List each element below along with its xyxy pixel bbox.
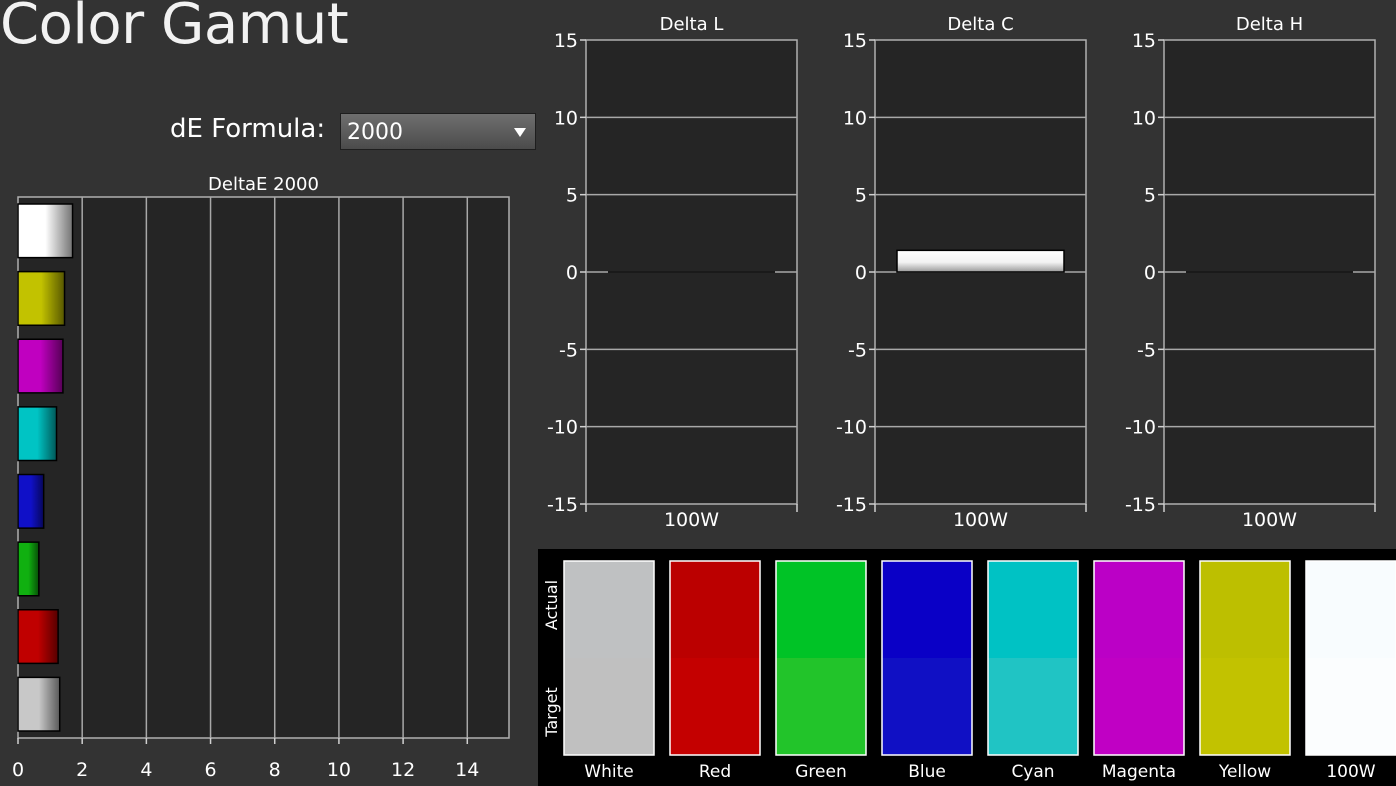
y-tick-label: 10	[554, 107, 578, 129]
swatch-target-red	[670, 658, 760, 755]
swatch-frame	[1305, 560, 1396, 756]
x-tick-label: 10	[327, 759, 351, 781]
y-tick-label: 10	[1132, 107, 1156, 129]
swatch-target-white	[564, 658, 654, 755]
y-tick-label: 0	[566, 262, 578, 284]
deltae-bar-100w	[17, 203, 74, 259]
swatch-label-red: Red	[699, 762, 731, 782]
swatch-actual-cyan	[988, 561, 1078, 658]
delta-c-bar	[896, 249, 1065, 273]
swatch-frame	[987, 560, 1079, 756]
deltae-bar-green	[17, 541, 40, 597]
swatch-target-yellow	[1200, 658, 1290, 755]
y-tick-label: 15	[1132, 30, 1156, 52]
swatch-label-cyan: Cyan	[1011, 762, 1054, 782]
swatch-target-cyan	[988, 658, 1078, 755]
x-category-label: 100W	[1242, 509, 1297, 531]
deltae-bar-blue	[17, 473, 45, 529]
deltae-bar-yellow	[17, 270, 66, 326]
actual-label: Actual	[542, 580, 561, 630]
y-tick-label: 0	[1144, 262, 1156, 284]
y-tick-label: -10	[547, 417, 578, 439]
y-tick-label: 10	[843, 107, 867, 129]
x-tick-label: 4	[140, 759, 152, 781]
x-category-label: 100W	[664, 509, 719, 531]
x-tick-label: 8	[269, 759, 281, 781]
swatch-frame	[563, 560, 655, 756]
swatch-actual-yellow	[1200, 561, 1290, 658]
y-tick-label: 5	[566, 185, 578, 207]
swatch-label-white: White	[584, 762, 633, 782]
swatch-actual-white	[564, 561, 654, 658]
page-title: Color Gamut	[0, 0, 349, 57]
y-tick-label: -10	[836, 417, 867, 439]
y-tick-label: -15	[836, 494, 867, 516]
y-tick-label: -15	[1125, 494, 1156, 516]
swatch-actual-100w	[1306, 561, 1396, 658]
plot-area	[17, 196, 510, 739]
chart-title: DeltaE 2000	[208, 174, 319, 195]
swatch-label-100w: 100W	[1326, 762, 1375, 782]
y-tick-label: -5	[1137, 339, 1156, 361]
de-formula-value: 2000	[347, 120, 403, 145]
y-tick-label: 0	[855, 262, 867, 284]
deltae-bar-magenta	[17, 338, 64, 394]
swatch-actual-red	[670, 561, 760, 658]
delta-h-title: Delta H	[1236, 14, 1303, 35]
x-tick-label: 14	[455, 759, 479, 781]
chevron-down-icon	[514, 128, 526, 137]
y-tick-label: -5	[559, 339, 578, 361]
swatch-actual-blue	[882, 561, 972, 658]
y-tick-label: -15	[547, 494, 578, 516]
y-tick-label: 5	[855, 185, 867, 207]
swatch-frame	[1093, 560, 1185, 756]
deltae-bar-red	[17, 609, 59, 665]
swatch-label-blue: Blue	[908, 762, 946, 782]
y-tick-label: 15	[554, 30, 578, 52]
swatch-target-blue	[882, 658, 972, 755]
target-label: Target	[542, 687, 561, 738]
x-tick-label: 6	[205, 759, 217, 781]
delta-l-title: Delta L	[660, 14, 724, 35]
deltae-bar-white	[17, 676, 61, 732]
y-tick-label: 5	[1144, 185, 1156, 207]
swatch-target-magenta	[1094, 658, 1184, 755]
swatch-frame	[881, 560, 973, 756]
swatch-frame	[775, 560, 867, 756]
y-tick-label: 15	[843, 30, 867, 52]
x-category-label: 100W	[953, 509, 1008, 531]
swatch-target-100w	[1306, 658, 1396, 755]
x-tick-label: 0	[12, 759, 24, 781]
swatch-actual-magenta	[1094, 561, 1184, 658]
y-tick-label: -5	[848, 339, 867, 361]
swatch-label-magenta: Magenta	[1102, 762, 1176, 782]
x-tick-label: 12	[391, 759, 415, 781]
y-tick-label: -10	[1125, 417, 1156, 439]
swatch-target-green	[776, 658, 866, 755]
swatch-frame	[669, 560, 761, 756]
swatch-actual-green	[776, 561, 866, 658]
delta-c-title: Delta C	[947, 14, 1013, 35]
deltae-bar-cyan	[17, 406, 58, 462]
x-tick-label: 2	[76, 759, 88, 781]
de-formula-select[interactable]: 2000	[340, 113, 536, 150]
de-formula-label: dE Formula:	[170, 114, 326, 144]
swatch-label-green: Green	[795, 762, 846, 782]
swatch-frame	[1199, 560, 1291, 756]
swatch-label-yellow: Yellow	[1218, 762, 1271, 782]
